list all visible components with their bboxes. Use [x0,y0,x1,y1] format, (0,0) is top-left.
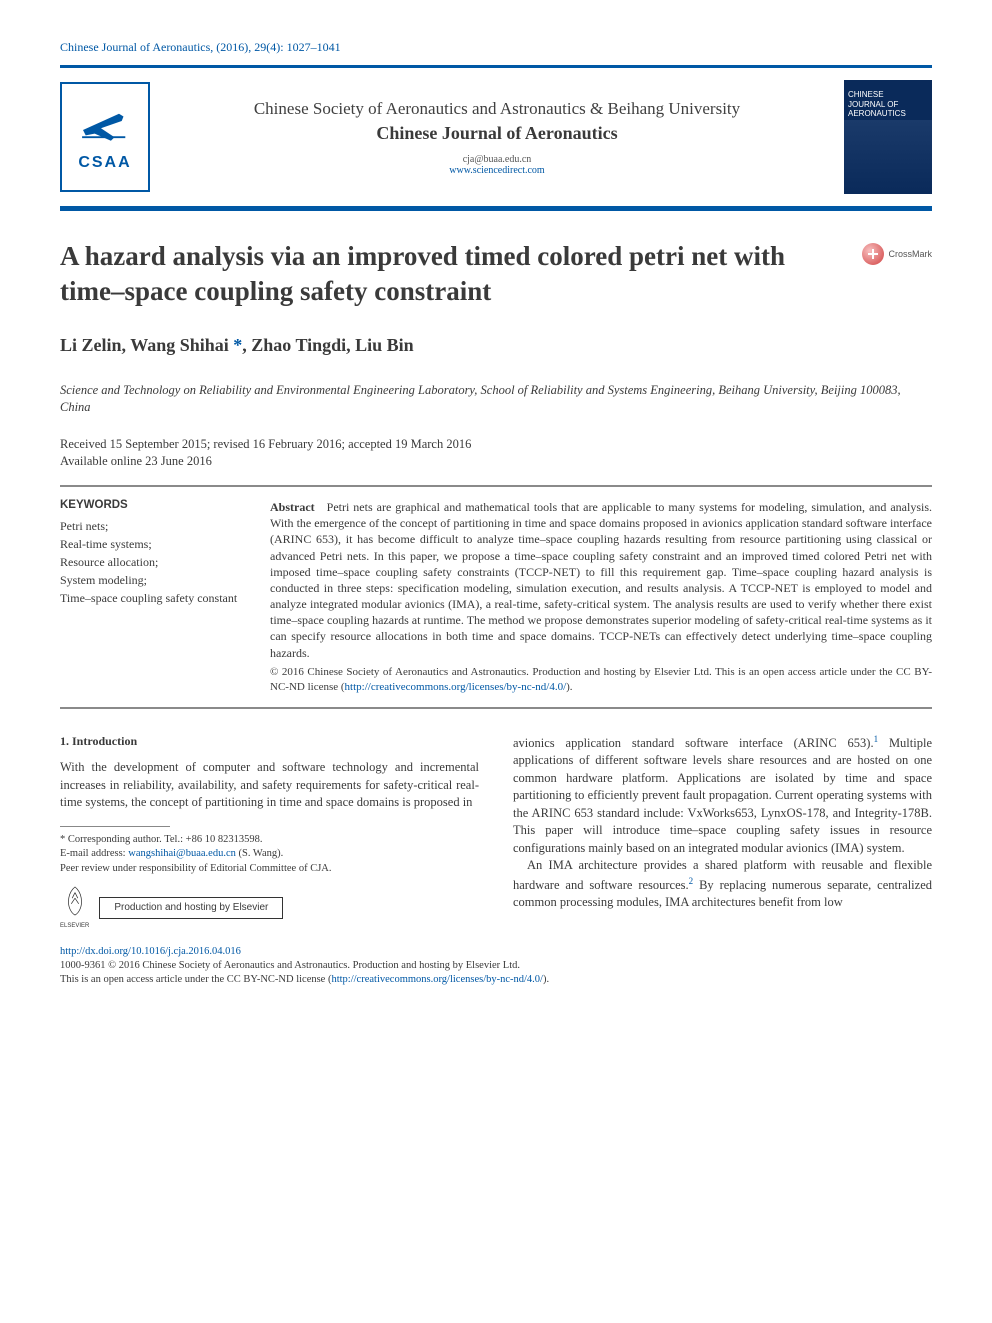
abstract-column: Abstract Petri nets are graphical and ma… [270,499,932,695]
title-row: A hazard analysis via an improved timed … [60,239,932,309]
license-link-bottom[interactable]: http://creativecommons.org/licenses/by-n… [331,974,543,985]
peer-review-note: Peer review under responsibility of Edit… [60,862,479,877]
license-tail: ). [543,974,549,985]
section-heading: 1. Introduction [60,733,479,750]
email-footnote: E-mail address: wangshihai@buaa.edu.cn (… [60,847,479,862]
header-bottom-rule [60,206,932,211]
copyright-tail: ). [566,681,572,693]
abstract-label: Abstract [270,500,315,514]
keywords-abstract-row: KEYWORDS Petri nets; Real-time systems; … [60,487,932,707]
intro-right-column: avionics application standard software i… [513,733,932,931]
intro-paragraph: With the development of computer and sof… [60,759,479,812]
license-line: This is an open access article under the… [60,974,331,985]
keywords-column: KEYWORDS Petri nets; Real-time systems; … [60,499,240,695]
journal-name: Chinese Journal of Aeronautics [166,123,828,144]
copyright-block: © 2016 Chinese Society of Aeronautics an… [270,665,932,695]
affiliation: Science and Technology on Reliability an… [60,382,932,416]
keyword-item: Resource allocation; [60,553,240,571]
hosting-box: Production and hosting by Elsevier [99,897,283,919]
contact-email: cja@buaa.edu.cn [463,154,532,165]
cover-line3: AERONAUTICS [848,109,906,118]
journal-citation: Chinese Journal of Aeronautics, (2016), … [60,40,932,55]
introduction-columns: 1. Introduction With the development of … [60,733,932,931]
society-name: Chinese Society of Aeronautics and Astro… [166,99,828,119]
bottom-block: http://dx.doi.org/10.1016/j.cja.2016.04.… [60,945,932,988]
footnote-block: * Corresponding author. Tel.: +86 10 823… [60,833,479,877]
article-dates: Received 15 September 2015; revised 16 F… [60,436,932,471]
keyword-item: System modeling; [60,571,240,589]
issn-line: 1000-9361 © 2016 Chinese Society of Aero… [60,960,520,971]
sciencedirect-link[interactable]: www.sciencedirect.com [449,165,544,176]
abstract-bottom-rule [60,707,932,709]
intro-left-column: 1. Introduction With the development of … [60,733,479,931]
keyword-item: Time–space coupling safety constant [60,589,240,607]
intro-r1b: Multiple applications of different softw… [513,736,932,855]
journal-header: CSAA Chinese Society of Aeronautics and … [60,68,932,206]
email-label: E-mail address: [60,848,128,859]
keywords-list: Petri nets; Real-time systems; Resource … [60,517,240,607]
journal-cover-thumbnail: CHINESE JOURNAL OF AERONAUTICS [844,80,932,194]
dates-line2: Available online 23 June 2016 [60,454,212,468]
intro-r1a: avionics application standard software i… [513,736,874,750]
corresponding-author-note: * Corresponding author. Tel.: +86 10 823… [60,833,479,848]
header-center: Chinese Society of Aeronautics and Astro… [166,99,828,176]
contact-block: cja@buaa.edu.cn www.sciencedirect.com [166,154,828,176]
airplane-icon [78,103,133,148]
corresponding-marker: * [233,335,242,355]
elsevier-logo: ELSEVIER [60,885,89,931]
cover-line1: CHINESE [848,90,884,99]
cover-line2: JOURNAL OF [848,100,898,109]
abstract-text: Petri nets are graphical and mathematica… [270,500,932,660]
logo-text: CSAA [78,154,131,172]
keyword-item: Real-time systems; [60,535,240,553]
dates-line1: Received 15 September 2015; revised 16 F… [60,437,471,451]
author-list: Li Zelin, Wang Shihai *, Zhao Tingdi, Li… [60,335,414,355]
crossmark-badge[interactable]: CrossMark [862,243,932,265]
license-link[interactable]: http://creativecommons.org/licenses/by-n… [345,681,567,693]
keywords-heading: KEYWORDS [60,499,240,511]
doi-link[interactable]: http://dx.doi.org/10.1016/j.cja.2016.04.… [60,946,241,957]
footnote-rule [60,826,170,827]
email-tail: (S. Wang). [236,848,283,859]
crossmark-label: CrossMark [888,249,932,259]
elsevier-label: ELSEVIER [60,922,89,930]
author-email-link[interactable]: wangshihai@buaa.edu.cn [128,848,236,859]
hosting-row: ELSEVIER Production and hosting by Elsev… [60,885,479,931]
keyword-item: Petri nets; [60,517,240,535]
article-title: A hazard analysis via an improved timed … [60,239,850,309]
authors: Li Zelin, Wang Shihai *, Zhao Tingdi, Li… [60,335,932,356]
intro-paragraph: avionics application standard software i… [513,733,932,858]
intro-paragraph: An IMA architecture provides a shared pl… [513,857,932,912]
crossmark-icon [862,243,884,265]
csaa-logo: CSAA [60,82,150,192]
elsevier-tree-icon [61,885,89,917]
